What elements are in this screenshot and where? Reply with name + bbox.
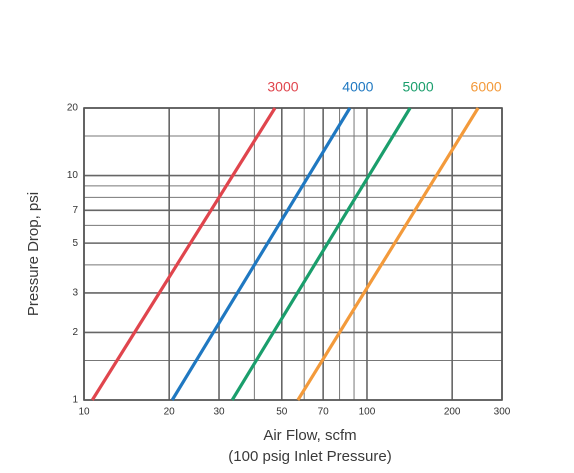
y-axis-label: Pressure Drop, psi: [25, 192, 42, 316]
data-line: [230, 107, 412, 401]
x-tick-label: 100: [359, 407, 376, 418]
data-line: [296, 107, 480, 401]
x-tick-label: 50: [276, 407, 288, 418]
x-tick-label: 20: [164, 407, 176, 418]
y-tick-label: 5: [72, 238, 78, 249]
plot-frame: [83, 107, 503, 401]
legend-label: 3000: [267, 79, 298, 95]
x-tick-label: 10: [78, 407, 90, 418]
y-tick-label: 7: [72, 205, 78, 216]
data-line: [90, 107, 277, 401]
x-tick-label: 30: [213, 407, 225, 418]
y-tick-label: 2: [72, 327, 78, 338]
y-tick-label: 20: [67, 103, 79, 114]
y-tick-label: 3: [72, 288, 78, 299]
legend-label: 4000: [342, 79, 373, 95]
x-tick-label: 200: [444, 407, 461, 418]
y-tick-label: 1: [72, 395, 78, 406]
legend-label: 5000: [402, 79, 433, 95]
x-axis-label: Air Flow, scfm: [263, 427, 356, 444]
legend-label: 6000: [471, 79, 502, 95]
y-tick-label: 10: [67, 170, 79, 181]
x-tick-label: 70: [318, 407, 330, 418]
x-tick-label: 300: [494, 407, 511, 418]
x-axis-sublabel: (100 psig Inlet Pressure): [228, 448, 391, 465]
data-line: [170, 107, 352, 401]
